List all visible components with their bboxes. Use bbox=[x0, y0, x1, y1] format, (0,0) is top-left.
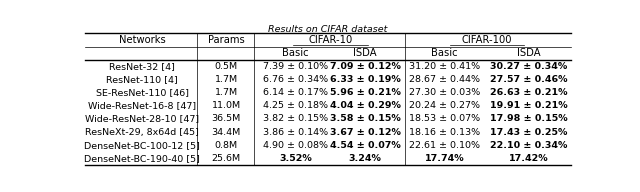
Text: 30.27 ± 0.34%: 30.27 ± 0.34% bbox=[490, 62, 568, 71]
Text: 20.24 ± 0.27%: 20.24 ± 0.27% bbox=[409, 101, 480, 110]
Text: 36.5M: 36.5M bbox=[212, 114, 241, 123]
Text: ResNet-32 [4]: ResNet-32 [4] bbox=[109, 62, 175, 71]
Text: 4.04 ± 0.29%: 4.04 ± 0.29% bbox=[330, 101, 401, 110]
Text: 3.86 ± 0.14%: 3.86 ± 0.14% bbox=[263, 127, 328, 137]
Text: 3.58 ± 0.15%: 3.58 ± 0.15% bbox=[330, 114, 401, 123]
Text: 0.5M: 0.5M bbox=[215, 62, 238, 71]
Text: 17.98 ± 0.15%: 17.98 ± 0.15% bbox=[490, 114, 568, 123]
Text: Wide-ResNet-28-10 [47]: Wide-ResNet-28-10 [47] bbox=[85, 114, 199, 123]
Text: 3.52%: 3.52% bbox=[280, 154, 312, 163]
Text: 26.63 ± 0.21%: 26.63 ± 0.21% bbox=[490, 88, 568, 97]
Text: CIFAR-100: CIFAR-100 bbox=[461, 35, 512, 45]
Text: Results on CIFAR dataset: Results on CIFAR dataset bbox=[268, 25, 388, 34]
Text: 0.8M: 0.8M bbox=[215, 141, 238, 150]
Text: Wide-ResNet-16-8 [47]: Wide-ResNet-16-8 [47] bbox=[88, 101, 196, 110]
Text: 17.74%: 17.74% bbox=[425, 154, 465, 163]
Text: ISDA: ISDA bbox=[353, 48, 377, 58]
Text: 11.0M: 11.0M bbox=[212, 101, 241, 110]
Text: 22.61 ± 0.10%: 22.61 ± 0.10% bbox=[409, 141, 480, 150]
Text: DenseNet-BC-100-12 [5]: DenseNet-BC-100-12 [5] bbox=[84, 141, 200, 150]
Text: 6.33 ± 0.19%: 6.33 ± 0.19% bbox=[330, 75, 401, 84]
Text: ResNet-110 [4]: ResNet-110 [4] bbox=[106, 75, 178, 84]
Text: 7.39 ± 0.10%: 7.39 ± 0.10% bbox=[263, 62, 328, 71]
Text: 3.82 ± 0.15%: 3.82 ± 0.15% bbox=[263, 114, 328, 123]
Text: DenseNet-BC-190-40 [5]: DenseNet-BC-190-40 [5] bbox=[84, 154, 200, 163]
Text: 31.20 ± 0.41%: 31.20 ± 0.41% bbox=[409, 62, 480, 71]
Text: Params: Params bbox=[208, 35, 244, 45]
Text: SE-ResNet-110 [46]: SE-ResNet-110 [46] bbox=[95, 88, 189, 97]
Text: 27.57 ± 0.46%: 27.57 ± 0.46% bbox=[490, 75, 568, 84]
Text: ResNeXt-29, 8x64d [45]: ResNeXt-29, 8x64d [45] bbox=[85, 127, 199, 137]
Text: 3.67 ± 0.12%: 3.67 ± 0.12% bbox=[330, 127, 401, 137]
Text: 18.53 ± 0.07%: 18.53 ± 0.07% bbox=[409, 114, 480, 123]
Text: 25.6M: 25.6M bbox=[212, 154, 241, 163]
Text: 28.67 ± 0.44%: 28.67 ± 0.44% bbox=[409, 75, 480, 84]
Text: 3.24%: 3.24% bbox=[349, 154, 381, 163]
Text: 6.76 ± 0.34%: 6.76 ± 0.34% bbox=[263, 75, 328, 84]
Text: 5.96 ± 0.21%: 5.96 ± 0.21% bbox=[330, 88, 401, 97]
Text: 6.14 ± 0.17%: 6.14 ± 0.17% bbox=[263, 88, 328, 97]
Text: Basic: Basic bbox=[282, 48, 309, 58]
Text: CIFAR-10: CIFAR-10 bbox=[308, 35, 353, 45]
Text: Basic: Basic bbox=[431, 48, 458, 58]
Text: 1.7M: 1.7M bbox=[215, 88, 238, 97]
Text: 22.10 ± 0.34%: 22.10 ± 0.34% bbox=[490, 141, 568, 150]
Text: 17.43 ± 0.25%: 17.43 ± 0.25% bbox=[490, 127, 568, 137]
Text: 4.25 ± 0.18%: 4.25 ± 0.18% bbox=[263, 101, 328, 110]
Text: ISDA: ISDA bbox=[517, 48, 541, 58]
Text: 19.91 ± 0.21%: 19.91 ± 0.21% bbox=[490, 101, 568, 110]
Text: 17.42%: 17.42% bbox=[509, 154, 548, 163]
Text: 4.54 ± 0.07%: 4.54 ± 0.07% bbox=[330, 141, 401, 150]
Text: 7.09 ± 0.12%: 7.09 ± 0.12% bbox=[330, 62, 401, 71]
Text: 34.4M: 34.4M bbox=[212, 127, 241, 137]
Text: Networks: Networks bbox=[118, 35, 165, 45]
Text: 18.16 ± 0.13%: 18.16 ± 0.13% bbox=[409, 127, 480, 137]
Text: 27.30 ± 0.03%: 27.30 ± 0.03% bbox=[409, 88, 480, 97]
Text: 4.90 ± 0.08%: 4.90 ± 0.08% bbox=[263, 141, 328, 150]
Text: 1.7M: 1.7M bbox=[215, 75, 238, 84]
